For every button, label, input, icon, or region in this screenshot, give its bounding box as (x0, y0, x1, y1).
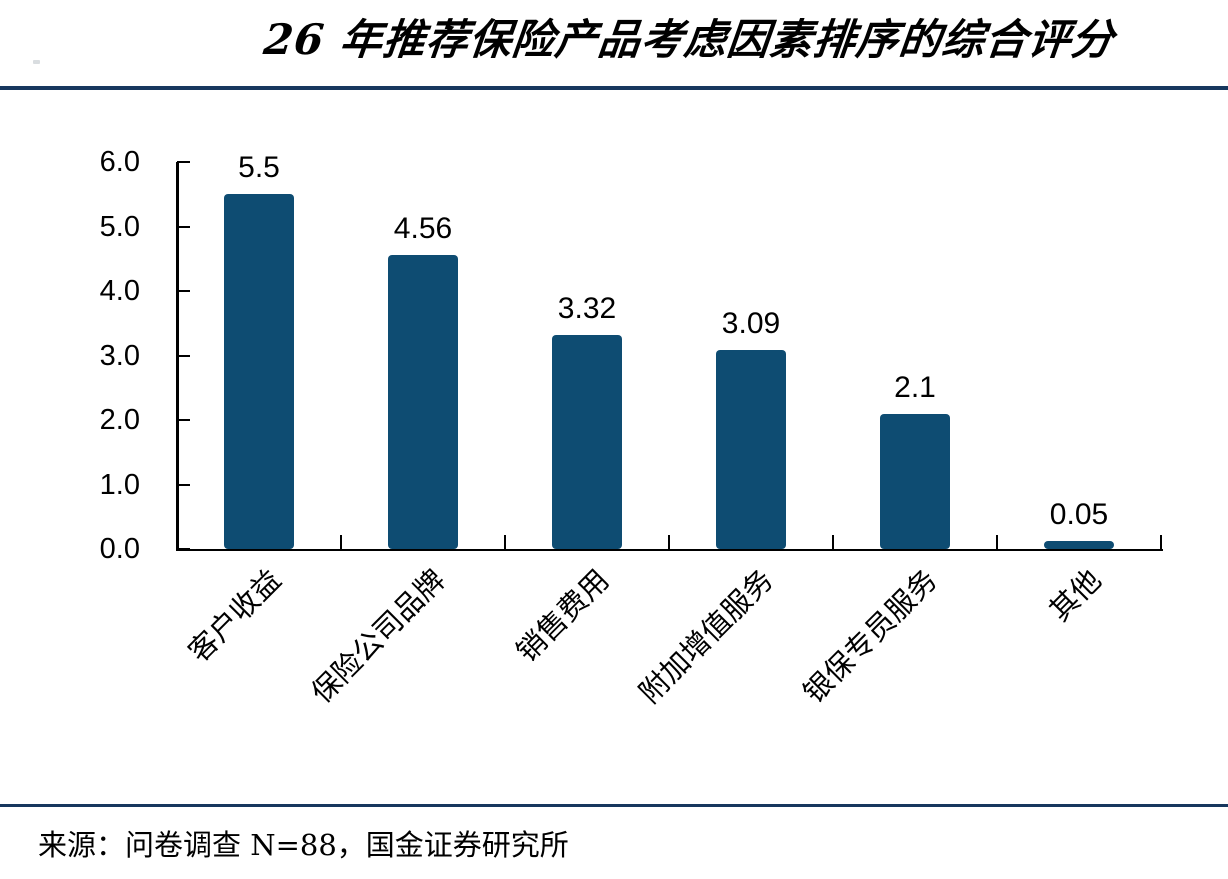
y-axis-tick-label: 4.0 (99, 275, 140, 307)
y-axis-tick (177, 548, 190, 550)
x-axis-tick (504, 535, 506, 549)
bar (224, 194, 294, 549)
y-axis-tick-label: 6.0 (99, 146, 140, 178)
bar-value-label: 2.1 (894, 370, 936, 404)
y-axis-tick (177, 419, 190, 421)
y-axis-tick-label: 3.0 (99, 339, 140, 372)
x-axis-tick (668, 535, 670, 549)
bar-value-label: 4.56 (393, 211, 453, 245)
bar-value-label: 0.05 (1049, 498, 1109, 531)
y-axis-tick-label: 0.0 (99, 533, 140, 565)
bar (880, 413, 950, 549)
y-axis-tick-label: 1.0 (99, 468, 140, 501)
y-axis-tick (177, 483, 190, 486)
bottom-divider (0, 804, 1228, 807)
bar-chart: 0.0 1.0 2.0 3.0 4.0 5.0 6.0 5.5 客户收益 4.56 保险公司品牌 3.… (99, 146, 1163, 710)
y-axis-tick (177, 225, 190, 228)
source-text: 来源：问卷调查 N=88，国金证券研究所 (38, 828, 569, 862)
bar (1044, 541, 1114, 549)
bar-value-label: 5.5 (238, 151, 280, 185)
bar (388, 254, 458, 549)
y-axis-tick (177, 354, 190, 357)
x-axis-tick (176, 535, 178, 549)
top-divider (0, 86, 1228, 90)
bar-value-label: 3.32 (557, 291, 617, 325)
x-axis-tick (1160, 535, 1162, 549)
y-axis-tick (177, 161, 190, 163)
bar (716, 349, 786, 549)
bar (552, 334, 622, 549)
y-axis-tick-label: 5.0 (99, 210, 140, 243)
y-axis-tick-label: 2.0 (99, 404, 140, 436)
bar-value-label: 3.09 (721, 306, 781, 340)
x-axis-tick (340, 535, 342, 549)
stray-mark (33, 60, 40, 64)
y-axis-line (176, 162, 179, 551)
x-axis-tick (996, 535, 998, 549)
x-axis-line (176, 549, 1163, 551)
y-axis-tick (177, 290, 190, 292)
x-axis-tick (832, 535, 834, 549)
